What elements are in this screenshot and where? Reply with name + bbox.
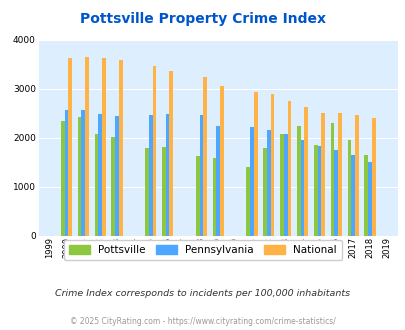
- Bar: [270, 94, 274, 236]
- Bar: [220, 86, 223, 236]
- Bar: [330, 123, 334, 236]
- Bar: [300, 140, 304, 236]
- Bar: [364, 155, 367, 236]
- Bar: [162, 147, 165, 236]
- Bar: [350, 155, 354, 236]
- Bar: [347, 140, 350, 236]
- Bar: [169, 71, 173, 236]
- Bar: [304, 107, 307, 236]
- Bar: [371, 118, 375, 236]
- Bar: [68, 58, 72, 236]
- Bar: [94, 134, 98, 236]
- Bar: [334, 149, 337, 236]
- Bar: [249, 127, 253, 236]
- Bar: [283, 134, 287, 236]
- Bar: [266, 130, 270, 236]
- Bar: [287, 101, 290, 236]
- Bar: [367, 162, 371, 236]
- Bar: [195, 156, 199, 236]
- Bar: [165, 114, 169, 236]
- Bar: [279, 134, 283, 236]
- Bar: [199, 115, 203, 236]
- Bar: [313, 145, 317, 236]
- Bar: [216, 126, 220, 236]
- Bar: [119, 60, 122, 236]
- Text: Pottsville Property Crime Index: Pottsville Property Crime Index: [80, 12, 325, 25]
- Bar: [81, 110, 85, 236]
- Text: Crime Index corresponds to incidents per 100,000 inhabitants: Crime Index corresponds to incidents per…: [55, 289, 350, 298]
- Bar: [149, 115, 152, 236]
- Bar: [246, 167, 249, 236]
- Bar: [145, 148, 149, 236]
- Legend: Pottsville, Pennsylvania, National: Pottsville, Pennsylvania, National: [64, 240, 341, 260]
- Bar: [296, 126, 300, 236]
- Bar: [253, 92, 257, 236]
- Bar: [262, 148, 266, 236]
- Bar: [320, 113, 324, 236]
- Bar: [111, 137, 115, 236]
- Bar: [61, 120, 64, 236]
- Bar: [152, 66, 156, 236]
- Bar: [212, 158, 216, 236]
- Bar: [115, 116, 119, 236]
- Bar: [98, 114, 102, 236]
- Bar: [337, 113, 341, 236]
- Bar: [64, 110, 68, 236]
- Bar: [85, 57, 89, 236]
- Text: © 2025 CityRating.com - https://www.cityrating.com/crime-statistics/: © 2025 CityRating.com - https://www.city…: [70, 317, 335, 326]
- Bar: [354, 115, 358, 236]
- Bar: [77, 117, 81, 236]
- Bar: [203, 77, 207, 236]
- Bar: [102, 58, 105, 236]
- Bar: [317, 146, 320, 236]
